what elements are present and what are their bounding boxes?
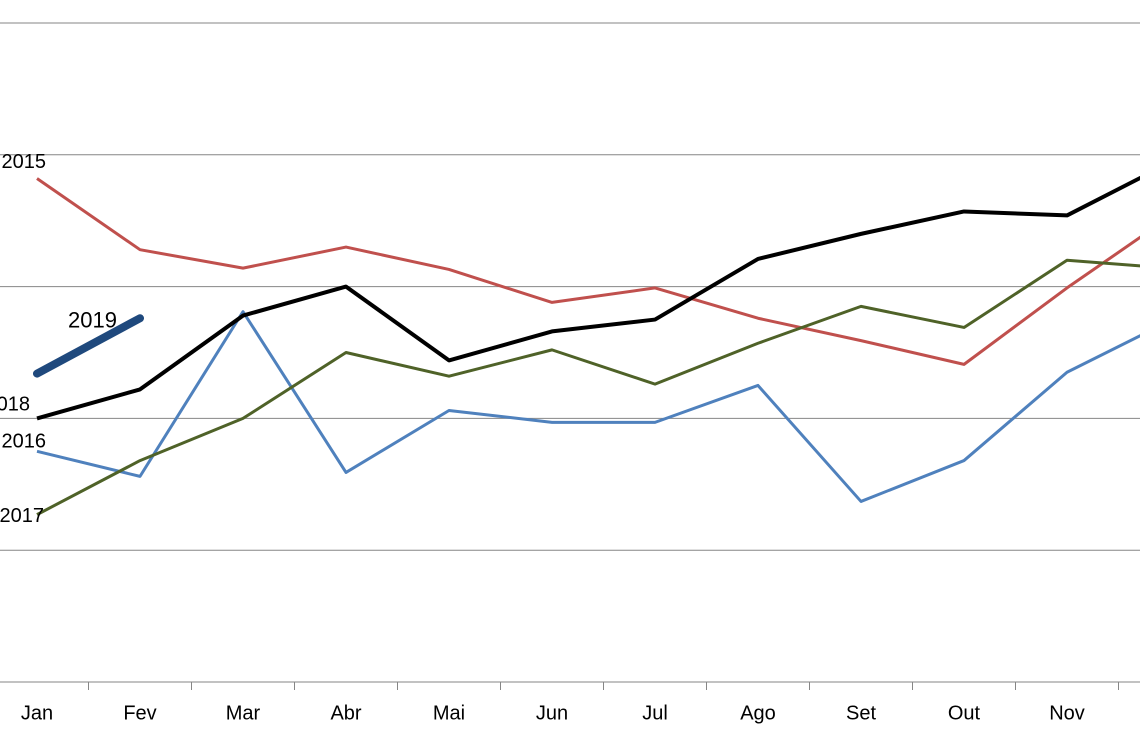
x-tick-label: Mai	[433, 702, 465, 724]
series-line	[36, 177, 1140, 366]
x-tick-label: Fev	[123, 702, 156, 724]
x-tick-label: Nov	[1049, 702, 1085, 724]
x-tick-label: Abr	[330, 702, 361, 724]
series-label: 2016	[2, 431, 47, 453]
x-tick-label: Out	[948, 702, 981, 724]
x-tick-label: Ago	[740, 702, 776, 724]
x-tick-label: Jan	[21, 702, 53, 724]
series-line	[36, 310, 1140, 503]
series-label: 2018	[0, 394, 30, 416]
x-tick-label: Jul	[642, 702, 668, 724]
series-label: 2017	[0, 505, 44, 527]
x-tick-label: Set	[846, 702, 876, 724]
series-line	[33, 314, 144, 378]
series-line	[36, 175, 1140, 421]
x-tick-label: Jun	[536, 702, 568, 724]
x-tick-label: Mar	[226, 702, 261, 724]
series-label: 2015	[2, 151, 47, 173]
series-label: 2019	[68, 307, 117, 332]
series-line	[36, 258, 1140, 516]
